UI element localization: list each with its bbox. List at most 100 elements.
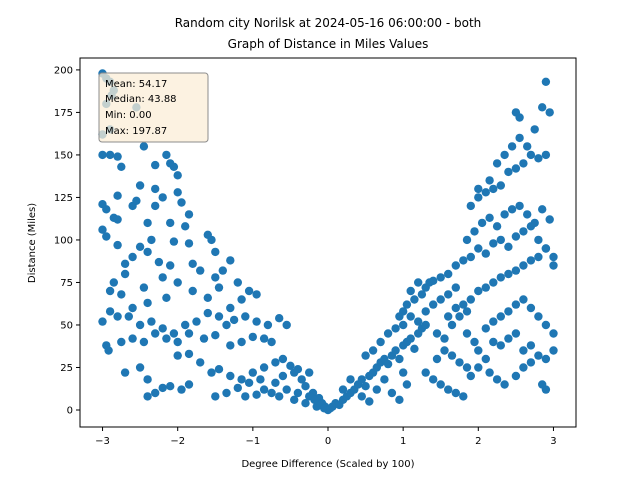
scatter-point [237, 295, 246, 304]
scatter-point [451, 388, 460, 398]
scatter-point [436, 380, 445, 389]
scatter-point [406, 334, 415, 343]
scatter-point [113, 240, 122, 250]
scatter-point [248, 368, 257, 377]
scatter-point [526, 256, 536, 265]
scatter-point [481, 354, 490, 364]
scatter-point [128, 334, 137, 343]
scatter-point [105, 307, 115, 316]
scatter-point [429, 276, 438, 285]
scatter-point [169, 329, 179, 338]
scatter-point [372, 385, 381, 394]
scatter-point [98, 150, 107, 160]
scatter-point [290, 395, 299, 404]
scatter-point [135, 320, 145, 330]
scatter-point [124, 312, 133, 321]
scatter-point [530, 125, 539, 134]
scatter-point [399, 368, 408, 377]
scatter-point [120, 269, 130, 279]
scatter-point [462, 363, 472, 372]
scatter-point [541, 77, 551, 87]
scatter-point [278, 371, 288, 381]
scatter-point [147, 235, 156, 245]
scatter-point [451, 261, 460, 270]
scatter-point [421, 283, 430, 292]
scatter-point [395, 395, 404, 404]
scatter-point [135, 363, 145, 372]
scatter-point [177, 385, 186, 394]
scatter-point [162, 293, 171, 302]
scatter-point [444, 290, 453, 299]
scatter-point [504, 167, 513, 177]
scatter-point [519, 261, 528, 270]
scatter-point [466, 295, 475, 304]
scatter-point [109, 278, 119, 287]
scatter-point [143, 218, 152, 228]
scatter-point [549, 252, 558, 262]
scatter-point [286, 361, 295, 370]
scatter-point [226, 341, 235, 350]
scatter-point [470, 227, 479, 236]
scatter-point [117, 337, 126, 347]
x-tick-label: 1 [400, 436, 406, 447]
scatter-point [541, 150, 551, 160]
scatter-point [466, 201, 475, 211]
scatter-point [169, 162, 179, 171]
scatter-point [151, 184, 160, 194]
scatter-point [158, 193, 167, 202]
scatter-point [410, 295, 419, 304]
scatter-point [143, 298, 152, 308]
x-tick-label: −3 [95, 436, 110, 447]
scatter-point [489, 184, 498, 194]
scatter-point [271, 358, 280, 367]
scatter-point [440, 334, 449, 343]
scatter-point [399, 320, 408, 330]
scatter-point [447, 320, 457, 330]
scatter-point [139, 337, 149, 347]
scatter-point [211, 392, 220, 401]
scatter-point [365, 397, 374, 406]
scatter-point [470, 337, 479, 347]
scatter-point [259, 385, 269, 394]
scatter-point [203, 293, 212, 302]
scatter-point [237, 337, 246, 347]
scatter-point [297, 375, 306, 384]
scatter-point [241, 312, 250, 321]
scatter-point [485, 368, 494, 377]
scatter-point [462, 235, 472, 245]
scatter-point [184, 329, 194, 338]
scatter-point [305, 368, 314, 377]
y-axis-label: Distance (Miles) [27, 203, 38, 283]
scatter-point [541, 354, 551, 364]
scatter-point [278, 354, 288, 364]
scatter-point [383, 329, 393, 338]
y-tick-label: 50 [60, 320, 73, 331]
scatter-point [421, 307, 430, 316]
scatter-point [214, 283, 224, 292]
scatter-point [402, 380, 412, 389]
scatter-point [515, 201, 524, 211]
scatter-point [511, 300, 521, 309]
scatter-point [166, 261, 175, 270]
scatter-point [489, 337, 498, 347]
scatter-point [496, 273, 505, 282]
scatter-point [507, 205, 517, 214]
y-axis-ticks: 0 25 50 75 100 125 150 175 200 [54, 65, 80, 416]
scatter-point [523, 210, 532, 219]
scatter-point [530, 218, 539, 228]
scatter-point [211, 331, 220, 340]
scatter-point [282, 320, 291, 330]
scatter-point [549, 346, 558, 355]
stats-box-background [98, 72, 209, 143]
scatter-point [218, 266, 227, 275]
scatter-point [173, 171, 182, 180]
scatter-point [113, 312, 122, 321]
scatter-point [541, 320, 551, 330]
scatter-point [462, 307, 472, 316]
scatter-point [117, 290, 126, 299]
chart-title-line-2: Graph of Distance in Miles Values [228, 37, 429, 51]
scatter-point [184, 239, 194, 248]
scatter-point [534, 235, 543, 245]
scatter-point [534, 351, 543, 360]
scatter-point [538, 103, 547, 112]
